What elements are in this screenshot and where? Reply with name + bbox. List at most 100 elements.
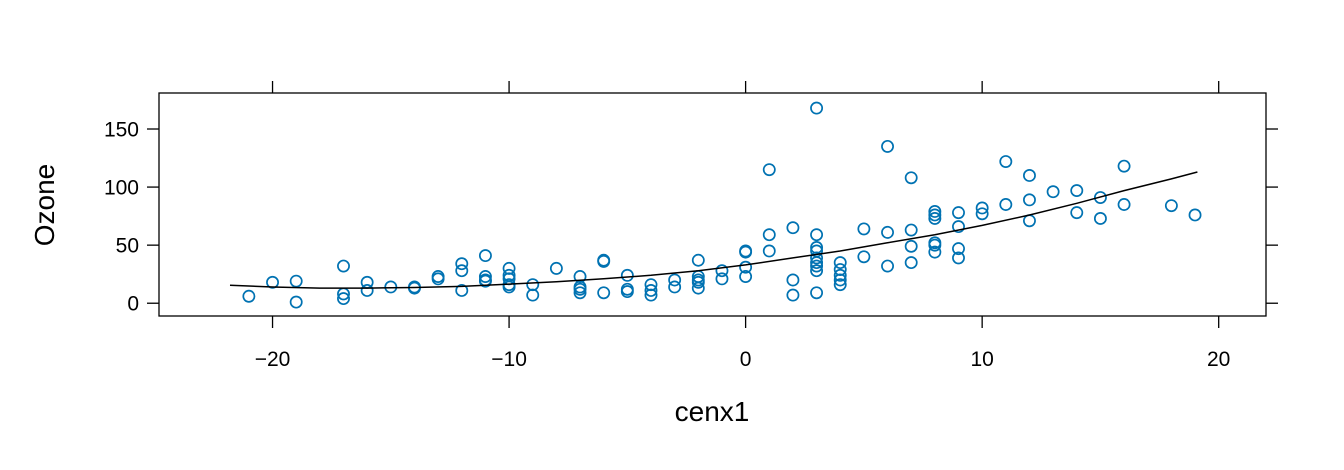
data-point [762,163,776,177]
data-point [455,283,469,297]
data-point [762,228,776,242]
x-tick-label: 0 [740,348,752,371]
data-point [1117,159,1131,173]
y-tick-label: 150 [104,119,139,142]
data-point [455,257,469,271]
data-point [1093,191,1107,204]
data-point [904,171,918,185]
data-point [952,220,965,234]
data-point [337,292,350,306]
data-point [668,273,682,287]
data-point [881,139,894,153]
data-point [289,295,303,309]
data-point [1070,206,1084,220]
data-point [691,275,705,289]
data-point [242,289,256,303]
data-point [597,286,611,300]
tick-labels: −20 −10 0 10 20 0 50 100 150 [104,119,1230,371]
data-point [810,228,824,242]
x-tick-label: 10 [970,348,993,371]
data-point [573,286,587,300]
data-point [928,208,942,222]
data-point [526,288,540,302]
data-point [928,245,942,259]
data-point [715,272,729,286]
data-point [1117,198,1131,211]
smooth-line [229,171,1198,289]
data-point [691,253,705,267]
data-point [597,254,611,268]
y-tick-label: 0 [127,293,139,316]
data-point [644,288,658,302]
data-point [266,275,279,289]
data-point [975,201,989,215]
x-tick-label: 20 [1207,348,1230,371]
data-point [833,278,847,292]
x-axis-title: cenx1 [675,396,750,427]
data-point [786,273,800,287]
data-point [810,259,824,273]
data-point [478,274,492,288]
data-point [952,206,965,220]
data-point [857,222,871,236]
y-axis-title: Ozone [29,164,60,247]
data-point [786,221,800,235]
data-point [644,283,658,297]
data-point [549,261,563,275]
data-point [1188,208,1202,222]
data-point [739,260,753,274]
data-point [739,245,753,259]
data-point [881,259,894,273]
data-point [975,207,989,221]
data-point [668,280,682,294]
data-point [928,205,942,218]
data-point [904,239,918,253]
data-point [337,259,350,273]
data-point [952,242,965,256]
data-point [384,280,398,294]
data-point [739,270,753,283]
data-point [478,249,492,263]
data-point [1164,199,1178,213]
data-point [999,198,1013,211]
data-point [431,272,445,286]
data-point [833,268,847,282]
data-point [762,244,776,258]
data-point [620,268,634,282]
data-point [455,264,469,278]
data-point [928,238,942,252]
data-point [1093,211,1107,225]
x-tick-label: −10 [491,348,527,371]
data-point [1023,214,1036,228]
data-point [691,281,705,295]
data-point [715,264,729,278]
data-point [1023,193,1036,207]
data-point [904,223,918,237]
data-point [810,101,824,115]
data-point [881,225,894,239]
data-point [289,274,303,288]
y-tick-label: 100 [104,177,139,200]
data-point [360,283,374,297]
data-points [242,101,1202,309]
data-point [810,286,824,300]
data-point [928,211,942,225]
data-point [478,270,492,283]
data-point [810,256,824,270]
y-tick-label: 50 [116,235,139,258]
smooth-lines [229,171,1198,289]
data-point [1023,169,1036,182]
data-point [999,155,1013,168]
axis-ticks [147,81,1278,328]
x-tick-label: −20 [255,348,291,371]
data-point [786,288,800,302]
data-point [904,256,918,270]
data-point [620,285,634,299]
data-point [810,264,824,278]
data-point [833,273,847,287]
data-point [857,250,871,264]
plot-frame [158,92,1267,317]
data-point [1070,184,1084,198]
